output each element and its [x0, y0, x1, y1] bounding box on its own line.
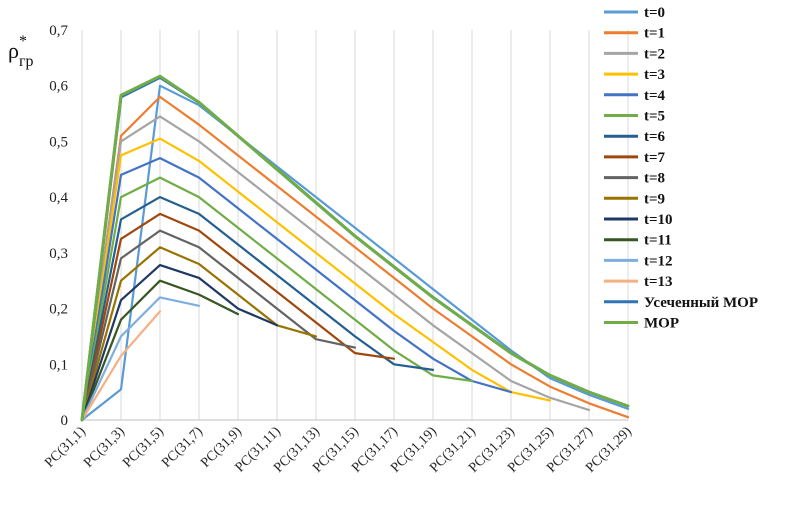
legend-label: t=5 [644, 109, 665, 125]
y-axis-label: ρ* гр [8, 33, 34, 70]
x-tick-label: PC(31,7) [159, 424, 206, 471]
x-tick-label: PC(31,1) [42, 424, 89, 471]
legend-item: t=6 [604, 129, 666, 145]
legend-label: t=2 [644, 46, 665, 62]
legend-label: t=0 [644, 5, 665, 21]
y-tick-label: 0,6 [49, 79, 68, 95]
legend-item: t=3 [604, 67, 665, 83]
y-tick-label: 0,7 [49, 23, 68, 39]
legend-item: t=2 [604, 46, 665, 62]
x-tick-label: PC(31,5) [120, 424, 167, 471]
legend-label: МОР [644, 316, 679, 332]
legend-label: t=11 [644, 233, 672, 249]
series-line [80, 137, 552, 422]
y-tick-label: 0,1 [49, 357, 68, 373]
series-line [80, 157, 513, 422]
y-tick-label: 0 [61, 413, 69, 429]
legend-label: t=7 [644, 150, 666, 166]
series-layer [80, 74, 630, 422]
legend-label: t=1 [644, 26, 665, 42]
legend-label: t=9 [644, 191, 665, 207]
series-line [80, 264, 279, 422]
legend-item: t=13 [604, 274, 673, 290]
series-line [80, 176, 474, 422]
series-line [80, 196, 435, 422]
y-tick-label: 0,2 [49, 302, 68, 318]
series-line [80, 310, 162, 422]
legend-item: t=5 [604, 109, 665, 125]
legend-label: t=8 [644, 171, 665, 187]
y-tick-label: 0,3 [49, 246, 68, 262]
legend-label: t=6 [644, 129, 666, 145]
y-tick-label: 0,4 [49, 190, 68, 206]
series-line [80, 279, 240, 422]
y-axis-label-main: ρ [8, 38, 19, 63]
legend-item: t=10 [604, 212, 673, 228]
legend-label: t=10 [644, 212, 673, 228]
legend-item: t=0 [604, 5, 665, 21]
legend-label: t=13 [644, 274, 673, 290]
series-line [80, 115, 591, 422]
x-tick-label: PC(31,3) [81, 424, 128, 471]
legend: t=0 t=1 t=2 t=3 t=4 t=5 t=6 t=7 t=8 t=9 t=10 t=11 t=… [604, 5, 758, 332]
series-line [80, 95, 630, 422]
legend-label: t=12 [644, 253, 673, 269]
legend-item: t=9 [604, 191, 665, 207]
legend-item: t=7 [604, 150, 666, 166]
legend-item: t=1 [604, 26, 665, 42]
legend-item: t=4 [604, 88, 666, 104]
legend-item: t=12 [604, 253, 673, 269]
grid-layer [81, 30, 629, 420]
legend-item: t=8 [604, 171, 665, 187]
series-line [80, 229, 357, 422]
legend-label: t=3 [644, 67, 665, 83]
legend-item: МОР [604, 316, 679, 332]
series-line [80, 296, 201, 422]
series-line [80, 212, 396, 422]
legend-item: t=11 [604, 233, 672, 249]
y-axis-label-sup: * [19, 33, 27, 50]
series-line [80, 74, 630, 422]
y-tick-label: 0,5 [49, 134, 68, 150]
legend-label: t=4 [644, 88, 666, 104]
y-axis-label-sub: гр [19, 53, 34, 70]
legend-item: Усеченный МОР [604, 295, 758, 311]
legend-label: Усеченный МОР [644, 295, 758, 311]
